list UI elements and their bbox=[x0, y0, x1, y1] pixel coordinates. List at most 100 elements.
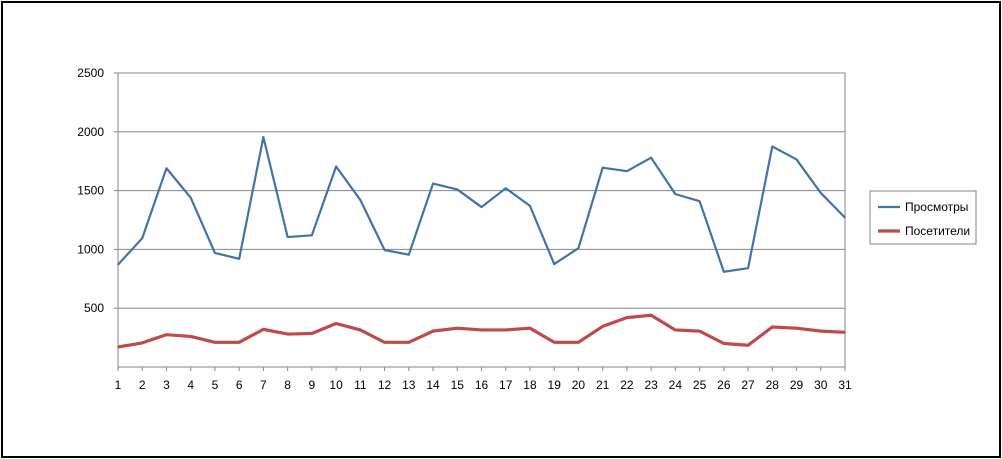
data-point bbox=[698, 200, 701, 202]
data-point bbox=[601, 166, 604, 169]
x-tick-label: 1 bbox=[115, 378, 122, 392]
data-point bbox=[456, 188, 459, 191]
data-point bbox=[311, 234, 313, 237]
data-point bbox=[408, 341, 410, 344]
y-axis-ticks: 500 1000 1500 2000 2500 bbox=[77, 66, 118, 315]
data-point bbox=[189, 335, 192, 338]
legend: Просмотры Посетители bbox=[869, 190, 977, 245]
data-point bbox=[335, 322, 337, 325]
legend-label: Просмотры bbox=[905, 200, 968, 214]
x-tick-label: 30 bbox=[814, 378, 828, 392]
data-point bbox=[698, 330, 701, 332]
x-tick-label: 8 bbox=[284, 378, 291, 392]
x-tick-label: 21 bbox=[596, 378, 610, 392]
data-point bbox=[771, 326, 774, 328]
data-point bbox=[650, 314, 652, 317]
data-point bbox=[819, 192, 822, 194]
x-tick-label: 24 bbox=[669, 378, 683, 392]
data-point bbox=[626, 170, 628, 172]
x-tick-label: 17 bbox=[499, 378, 513, 392]
data-point bbox=[723, 342, 725, 345]
plot-area bbox=[117, 72, 846, 368]
data-point bbox=[117, 346, 119, 348]
data-point bbox=[286, 333, 289, 335]
x-tick-label: 25 bbox=[693, 378, 707, 392]
data-point bbox=[383, 341, 386, 344]
x-tick-label: 10 bbox=[329, 378, 343, 392]
x-tick-label: 4 bbox=[187, 378, 194, 392]
x-tick-label: 2 bbox=[139, 378, 146, 392]
data-point bbox=[480, 206, 483, 208]
x-tick-label: 13 bbox=[402, 378, 416, 392]
data-point bbox=[504, 329, 507, 331]
y-tick-label: 1500 bbox=[77, 184, 104, 198]
series-line-1 bbox=[117, 135, 846, 273]
data-point bbox=[553, 263, 555, 265]
data-point bbox=[504, 187, 507, 190]
x-tick-label: 20 bbox=[572, 378, 586, 392]
data-point bbox=[577, 341, 580, 344]
data-point bbox=[432, 182, 434, 185]
data-point bbox=[456, 327, 459, 329]
x-tick-label: 31 bbox=[838, 378, 852, 392]
legend-label: Посетители bbox=[905, 224, 970, 238]
x-tick-label: 12 bbox=[378, 378, 392, 392]
x-tick-label: 7 bbox=[260, 378, 267, 392]
data-point bbox=[383, 249, 386, 251]
data-point bbox=[165, 333, 168, 336]
x-tick-label: 16 bbox=[475, 378, 489, 392]
x-tick-label: 9 bbox=[309, 378, 316, 392]
data-point bbox=[819, 330, 822, 332]
data-point bbox=[674, 193, 677, 195]
x-tick-label: 5 bbox=[212, 378, 219, 392]
data-point bbox=[747, 344, 749, 347]
legend-box bbox=[869, 190, 977, 245]
data-point bbox=[141, 237, 144, 240]
data-point bbox=[844, 216, 846, 219]
y-tick-label: 2000 bbox=[77, 125, 104, 139]
data-point bbox=[432, 330, 434, 332]
x-tick-label: 26 bbox=[717, 378, 731, 392]
data-point bbox=[626, 316, 628, 319]
data-point bbox=[795, 327, 798, 329]
data-point bbox=[214, 341, 216, 344]
data-point bbox=[335, 165, 337, 168]
series-line-2 bbox=[117, 313, 846, 349]
data-point bbox=[771, 145, 774, 148]
x-tick-label: 29 bbox=[790, 378, 804, 392]
gridlines bbox=[118, 131, 845, 309]
x-axis-ticks: 1 2 3 4 5 6 7 8 9 10 11 12 13 14 15 16 17 18 19 20 21 22 23 24 2… bbox=[115, 367, 852, 392]
x-tick-label: 23 bbox=[644, 378, 658, 392]
data-point bbox=[311, 332, 313, 335]
data-point bbox=[262, 328, 265, 331]
data-point bbox=[359, 199, 362, 201]
data-point bbox=[117, 263, 119, 266]
data-point bbox=[262, 136, 265, 138]
x-tick-label: 14 bbox=[426, 378, 440, 392]
data-point bbox=[165, 167, 168, 170]
x-tick-label: 11 bbox=[354, 378, 367, 392]
y-tick-label: 2500 bbox=[77, 66, 104, 80]
data-point bbox=[141, 342, 144, 344]
data-point bbox=[359, 329, 362, 331]
data-point bbox=[238, 341, 240, 344]
data-point bbox=[674, 329, 677, 331]
data-point bbox=[723, 270, 725, 273]
x-tick-label: 19 bbox=[548, 378, 562, 392]
data-point bbox=[214, 252, 216, 254]
data-point bbox=[650, 156, 652, 159]
data-point bbox=[480, 329, 483, 331]
x-tick-label: 15 bbox=[451, 378, 465, 392]
data-point bbox=[747, 267, 749, 270]
data-point bbox=[408, 253, 410, 256]
data-point bbox=[238, 258, 240, 260]
y-tick-label: 500 bbox=[84, 301, 104, 315]
x-tick-label: 18 bbox=[523, 378, 537, 392]
data-point bbox=[529, 205, 531, 207]
x-tick-label: 22 bbox=[620, 378, 634, 392]
data-point bbox=[577, 247, 580, 250]
data-point bbox=[601, 325, 604, 328]
y-tick-label: 1000 bbox=[77, 242, 104, 256]
data-point bbox=[553, 341, 555, 344]
